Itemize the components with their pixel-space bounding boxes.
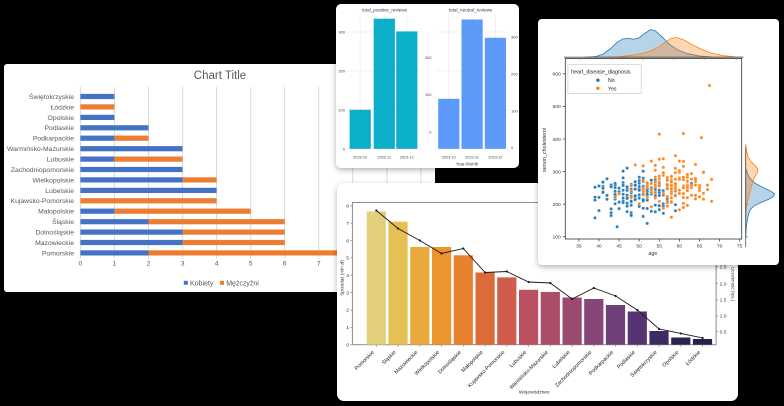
svg-text:50: 50 [637,243,643,249]
svg-text:500: 500 [553,104,562,110]
svg-text:100: 100 [511,108,518,113]
svg-text:Dolnośląskie: Dolnośląskie [35,229,74,236]
svg-text:heart_disease_diagnosis: heart_disease_diagnosis [571,70,631,76]
svg-text:1.0: 1.0 [720,314,727,320]
svg-text:5: 5 [347,256,350,262]
svg-text:5: 5 [249,260,253,267]
svg-text:Sprzedaż (mln zł): Sprzedaż (mln zł) [340,260,345,296]
svg-text:Lubelskie: Lubelskie [552,350,572,370]
svg-text:Liczebność (tys.): Liczebność (tys.) [731,267,736,302]
svg-text:Year-Month: Year-Month [455,161,478,166]
svg-text:300: 300 [338,29,345,34]
svg-text:Podkarpackie: Podkarpackie [33,135,74,142]
svg-text:100: 100 [553,235,562,241]
svg-text:Warmińsko-Mazurskie: Warmińsko-Mazurskie [7,146,74,153]
svg-text:2023-12: 2023-12 [488,155,502,159]
svg-text:Yes: Yes [608,86,617,92]
svg-text:total_neutral_reviews: total_neutral_reviews [448,7,492,12]
svg-text:200: 200 [424,55,431,60]
svg-text:1: 1 [347,325,350,331]
svg-text:2023-12: 2023-12 [399,155,413,159]
svg-text:200: 200 [553,202,562,208]
svg-text:2023-11: 2023-11 [465,155,479,159]
svg-text:200: 200 [511,71,518,76]
svg-text:55: 55 [657,243,663,249]
svg-text:0: 0 [79,260,83,267]
svg-text:7: 7 [317,260,321,267]
svg-text:300: 300 [511,34,518,39]
svg-text:400: 400 [553,137,562,143]
svg-text:Opolskie: Opolskie [662,350,681,369]
svg-text:Mężczyźni: Mężczyźni [226,280,259,287]
svg-text:Lubuskie: Lubuskie [47,156,74,163]
svg-text:Kujawsko-Pomorskie: Kujawsko-Pomorskie [11,198,75,205]
svg-text:Śląskie: Śląskie [380,348,398,366]
svg-text:8: 8 [347,204,350,210]
svg-text:Dolnośląskie: Dolnośląskie [438,350,463,375]
svg-text:Lubelskie: Lubelskie [45,187,74,194]
svg-text:Podlaskie: Podlaskie [45,125,75,132]
svg-text:3: 3 [181,260,185,267]
svg-text:60: 60 [677,243,683,249]
svg-text:75: 75 [737,243,743,249]
svg-text:Mazowieckie: Mazowieckie [35,239,74,246]
svg-text:Wielkopolskie: Wielkopolskie [32,177,74,184]
svg-text:2.5: 2.5 [720,264,727,270]
svg-text:Łódzkie: Łódzkie [685,350,702,367]
svg-text:65: 65 [697,243,703,249]
svg-text:Chart Title: Chart Title [194,69,246,81]
svg-text:0: 0 [347,342,350,348]
svg-text:4: 4 [215,260,219,267]
svg-text:100: 100 [424,92,431,97]
svg-text:6: 6 [347,238,350,244]
svg-text:600: 600 [553,72,562,78]
svg-text:2023-10: 2023-10 [441,155,455,159]
svg-text:100: 100 [338,107,345,112]
svg-text:age: age [649,251,658,257]
svg-text:40: 40 [597,243,603,249]
svg-text:Warmińsko-Mazurskie: Warmińsko-Mazurskie [509,350,550,391]
svg-text:Łódzkie: Łódzkie [51,104,75,111]
svg-text:0: 0 [511,144,514,149]
svg-text:Małopolskie: Małopolskie [38,208,74,215]
svg-text:4: 4 [347,273,350,279]
svg-text:3: 3 [347,290,350,296]
svg-text:2023-10: 2023-10 [353,155,367,159]
svg-text:Lubuskie: Lubuskie [509,350,528,369]
svg-text:45: 45 [617,243,623,249]
svg-text:Zachodniopomorskie: Zachodniopomorskie [11,166,74,173]
svg-text:0: 0 [342,146,345,151]
svg-text:Kobiety: Kobiety [190,280,214,287]
svg-text:2: 2 [147,260,151,267]
svg-text:Opolskie: Opolskie [48,114,75,121]
svg-text:Województwo: Województwo [519,389,550,395]
svg-text:35: 35 [576,243,582,249]
svg-text:300: 300 [553,169,562,175]
svg-text:70: 70 [717,243,723,249]
svg-text:Podlaskie: Podlaskie [617,350,637,370]
svg-text:No: No [608,78,615,84]
svg-text:2023-11: 2023-11 [377,155,391,159]
svg-text:Pomorskie: Pomorskie [354,350,376,372]
svg-text:Świętokrzyskie: Świętokrzyskie [29,91,74,100]
svg-text:200: 200 [338,68,345,73]
svg-text:Pomorskie: Pomorskie [42,250,74,257]
svg-text:1: 1 [113,260,117,267]
svg-text:1.5: 1.5 [720,297,727,303]
svg-text:Kujawsko-Pomorskie: Kujawsko-Pomorskie [467,350,506,389]
svg-text:serum_cholesterol: serum_cholesterol [542,128,548,172]
svg-text:total_positive_reviews: total_positive_reviews [362,7,408,12]
svg-text:0: 0 [429,129,432,134]
svg-text:0.5: 0.5 [720,329,727,335]
svg-text:6: 6 [283,260,287,267]
svg-text:2: 2 [347,308,350,314]
svg-text:7: 7 [347,221,350,227]
svg-text:Śląskie: Śląskie [52,217,74,226]
svg-text:2.0: 2.0 [720,281,727,287]
